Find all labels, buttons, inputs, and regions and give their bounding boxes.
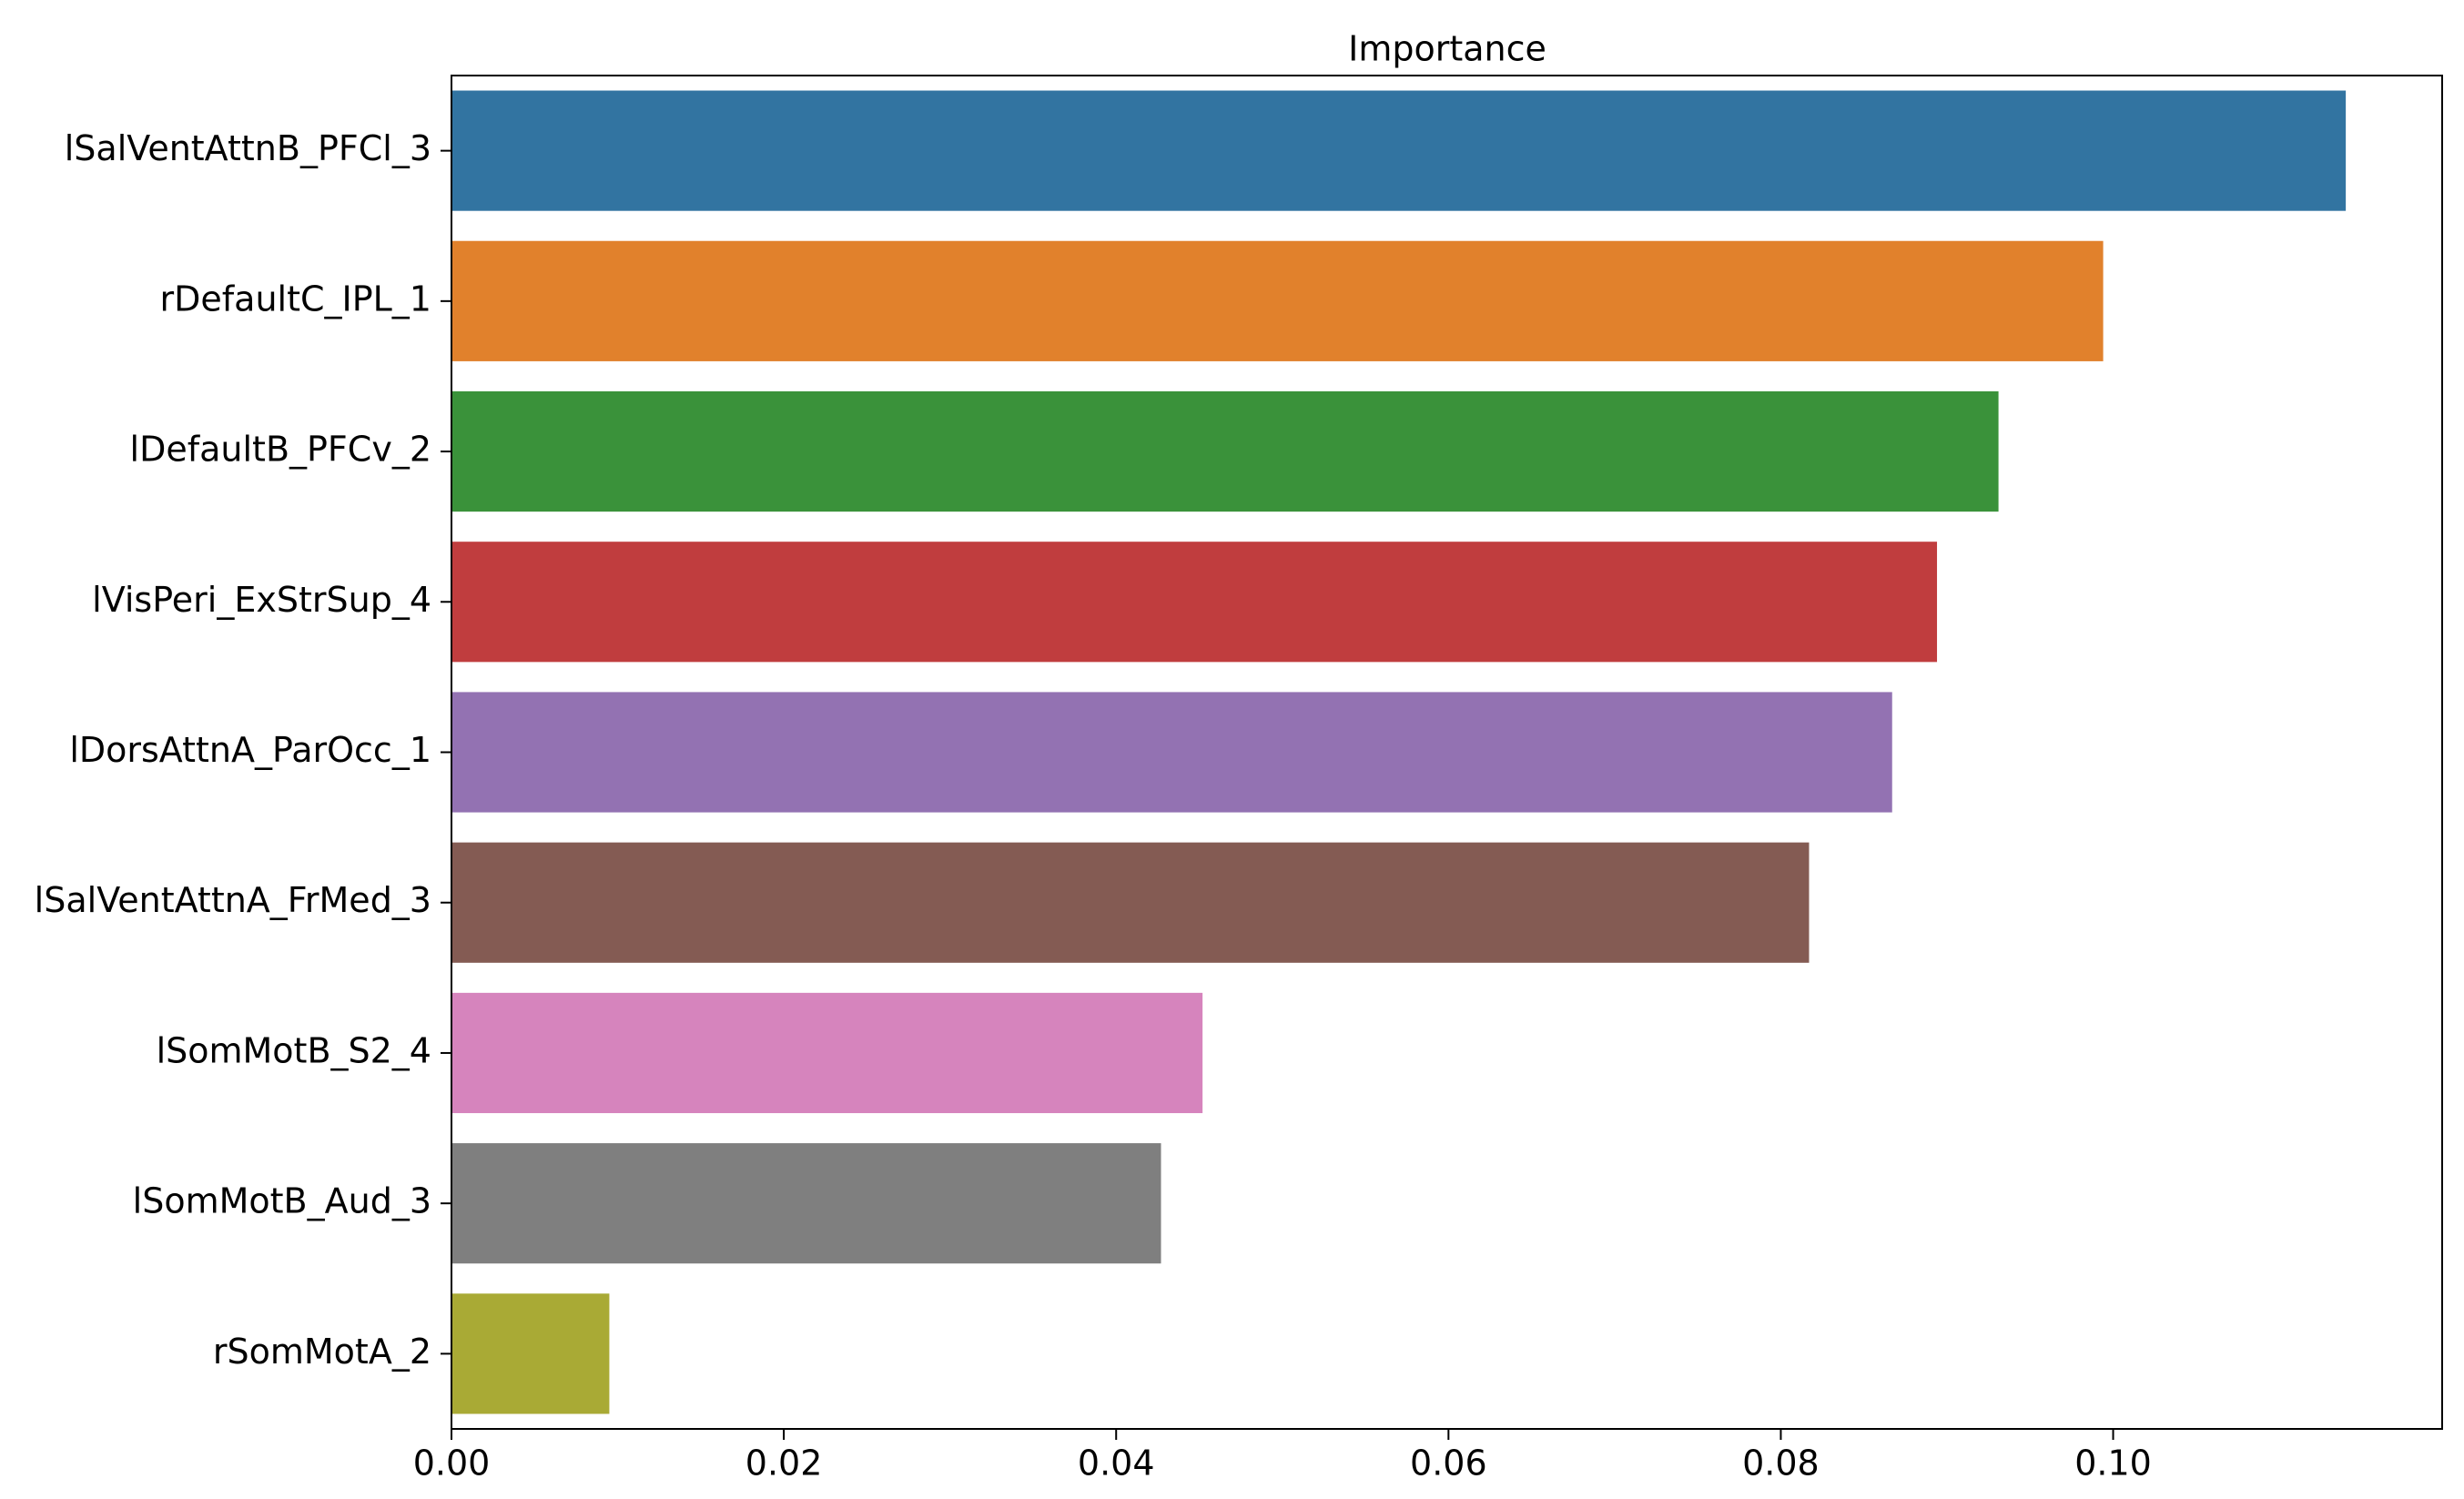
bar bbox=[451, 842, 1810, 963]
y-tick-label: lSomMotB_S2_4 bbox=[157, 1030, 431, 1070]
bar bbox=[451, 1143, 1161, 1264]
bar bbox=[451, 992, 1203, 1114]
bar bbox=[451, 240, 2104, 361]
y-tick-label: lDefaultB_PFCv_2 bbox=[130, 430, 431, 470]
y-tick-label: lSalVentAttnB_PFCl_3 bbox=[65, 128, 431, 168]
y-tick-label: lSomMotB_Aud_3 bbox=[133, 1181, 431, 1221]
x-tick-label: 0.02 bbox=[745, 1443, 823, 1484]
y-tick-label: lVisPeri_ExStrSup_4 bbox=[92, 580, 431, 620]
x-tick-label: 0.06 bbox=[1410, 1443, 1487, 1484]
x-tick-label: 0.04 bbox=[1078, 1443, 1155, 1484]
y-tick-label: rSomMotA_2 bbox=[213, 1332, 431, 1372]
bar bbox=[451, 542, 1938, 663]
y-tick-label: lSalVentAttnA_FrMed_3 bbox=[35, 880, 431, 920]
bar bbox=[451, 692, 1892, 813]
bar bbox=[451, 1293, 610, 1414]
bar bbox=[451, 390, 1999, 512]
plot-frame bbox=[451, 75, 2443, 1430]
x-tick-label: 0.08 bbox=[1742, 1443, 1820, 1484]
y-tick-label: rDefaultC_IPL_1 bbox=[160, 279, 431, 319]
bar bbox=[451, 90, 2347, 211]
x-tick-label: 0.10 bbox=[2074, 1443, 2152, 1484]
chart-title: Importance bbox=[1348, 29, 1546, 69]
y-tick-label: lDorsAttnA_ParOcc_1 bbox=[69, 730, 431, 770]
x-tick-label: 0.00 bbox=[413, 1443, 491, 1484]
